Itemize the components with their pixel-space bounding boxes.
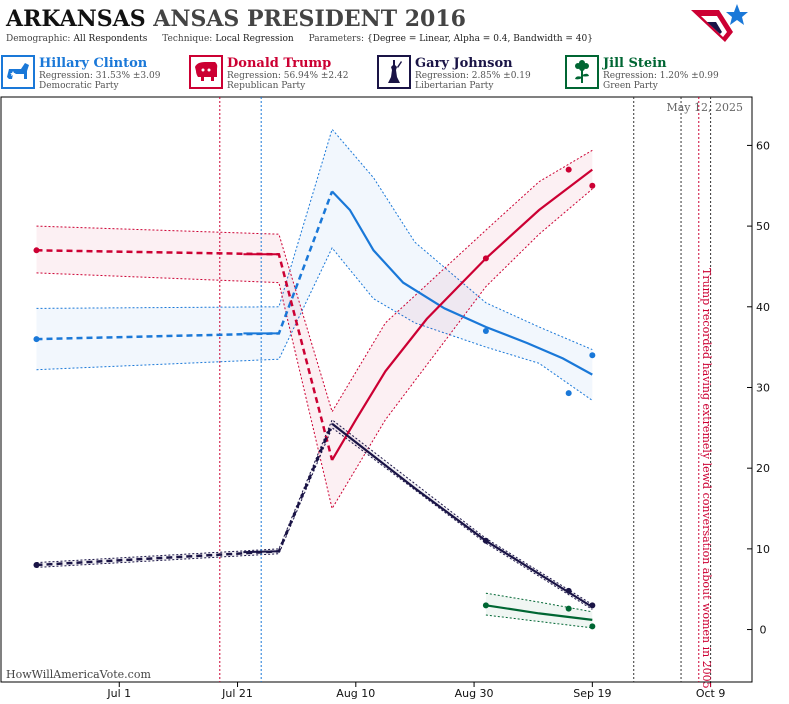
technique-value: Local Regression xyxy=(215,34,294,44)
jill-stein-band xyxy=(485,593,593,628)
parameters-value: {Degree = Linear, Alpha = 0.4, Bandwidth… xyxy=(367,34,593,44)
x-tick-label: Jul 21 xyxy=(221,687,253,700)
legend-regression: Regression: 56.94% ±2.42 xyxy=(227,71,349,81)
gary-johnson-data-point xyxy=(565,587,572,594)
y-tick-label: 40 xyxy=(756,301,770,314)
legend-name: Jill Stein xyxy=(603,56,667,71)
donald-trump-band-upper xyxy=(36,149,593,413)
x-tick-label: Aug 10 xyxy=(336,687,375,700)
technique-label: Technique: xyxy=(162,34,213,44)
donald-trump-data-point xyxy=(589,182,596,189)
donald-trump-band xyxy=(36,150,593,509)
title-state: ARKANSAS xyxy=(6,6,146,32)
candidate-legend: Hillary Clinton Regression: 31.53% ±3.09… xyxy=(0,54,789,94)
x-tick-label: Oct 9 xyxy=(696,687,726,700)
donald-trump-data-point xyxy=(33,247,40,254)
gary-johnson-data-point xyxy=(589,602,596,609)
site-logo-icon xyxy=(691,4,748,42)
donkey-icon xyxy=(1,55,35,89)
demographic-value: All Respondents xyxy=(73,34,148,44)
legend-item-clinton: Hillary Clinton Regression: 31.53% ±3.09… xyxy=(0,54,188,92)
hillary-clinton-band-upper xyxy=(36,128,593,351)
parameters-bar: Demographic: All Respondents Technique: Lo… xyxy=(6,34,605,44)
legend-regression: Regression: 1.20% ±0.99 xyxy=(603,71,719,81)
gary-johnson-trend-line xyxy=(331,422,593,608)
y-tick-label: 60 xyxy=(756,139,770,152)
hillary-clinton-trend-line xyxy=(331,190,593,376)
gary-johnson-flat-line xyxy=(243,550,279,554)
donald-trump-data-point xyxy=(565,166,572,173)
page-title: ARKANSAS ANSAS PRESIDENT 2016 xyxy=(6,6,466,32)
hillary-clinton-data-point xyxy=(565,390,572,397)
elephant-icon xyxy=(189,55,223,89)
jill-stein-band-lower xyxy=(485,614,593,629)
chart-date: May 12, 2025 xyxy=(666,101,743,114)
jill-stein-data-point xyxy=(589,623,596,630)
flower-icon xyxy=(565,55,599,89)
y-tick-label: 30 xyxy=(756,381,770,394)
parameters-label: Parameters: xyxy=(308,34,365,44)
title-rest: ANSAS PRESIDENT 2016 xyxy=(153,6,466,32)
event-annotation: Trump recorded having extremely lewd con… xyxy=(700,268,713,689)
demographic-label: Demographic: xyxy=(6,34,71,44)
legend-name: Donald Trump xyxy=(227,56,332,71)
jill-stein-trend-line xyxy=(485,604,593,621)
legend-regression: Regression: 31.53% ±3.09 xyxy=(39,71,161,81)
x-tick-label: Jul 1 xyxy=(106,687,131,700)
gary-johnson-band-upper xyxy=(36,419,593,605)
legend-regression: Regression: 2.85% ±0.19 xyxy=(415,71,531,81)
legend-name: Hillary Clinton xyxy=(39,56,148,71)
y-tick-label: 20 xyxy=(756,462,770,475)
hillary-clinton-data-point xyxy=(482,328,489,334)
hillary-clinton-data-point xyxy=(589,352,596,359)
y-tick-label: 10 xyxy=(756,543,770,556)
jill-stein-data-point xyxy=(482,602,489,609)
jill-stein-data-point xyxy=(565,605,572,612)
liberty-icon xyxy=(377,55,411,89)
header: ARKANSAS ANSAS PRESIDENT 2016 Demographi… xyxy=(0,0,789,52)
legend-party: Green Party xyxy=(603,81,658,91)
watermark: HowWillAmericaVote.com xyxy=(6,668,151,681)
legend-party: Libertarian Party xyxy=(415,81,494,91)
hillary-clinton-band-lower xyxy=(36,246,593,401)
legend-party: Democratic Party xyxy=(39,81,119,91)
hillary-clinton-band xyxy=(36,129,593,401)
donald-trump-data-point xyxy=(482,255,489,262)
legend-item-stein: Jill Stein Regression: 1.20% ±0.99 Green… xyxy=(564,54,752,92)
jill-stein-band-upper xyxy=(485,592,593,613)
hillary-clinton-data-point xyxy=(33,336,40,343)
legend-item-trump: Donald Trump Regression: 56.94% ±2.42 Re… xyxy=(188,54,376,92)
legend-party: Republican Party xyxy=(227,81,306,91)
y-tick-label: 0 xyxy=(760,624,767,637)
donald-trump-trend-line xyxy=(331,168,593,461)
legend-item-johnson: Gary Johnson Regression: 2.85% ±0.19 Lib… xyxy=(376,54,564,92)
plot-frame xyxy=(0,96,753,683)
gary-johnson-band-lower xyxy=(36,427,593,610)
legend-name: Gary Johnson xyxy=(415,56,513,71)
y-tick-label: 50 xyxy=(756,220,770,233)
gary-johnson-data-point xyxy=(482,537,489,544)
x-tick-label: Sep 19 xyxy=(573,687,611,700)
gary-johnson-data-point xyxy=(33,562,40,568)
x-tick-label: Aug 30 xyxy=(455,687,494,700)
